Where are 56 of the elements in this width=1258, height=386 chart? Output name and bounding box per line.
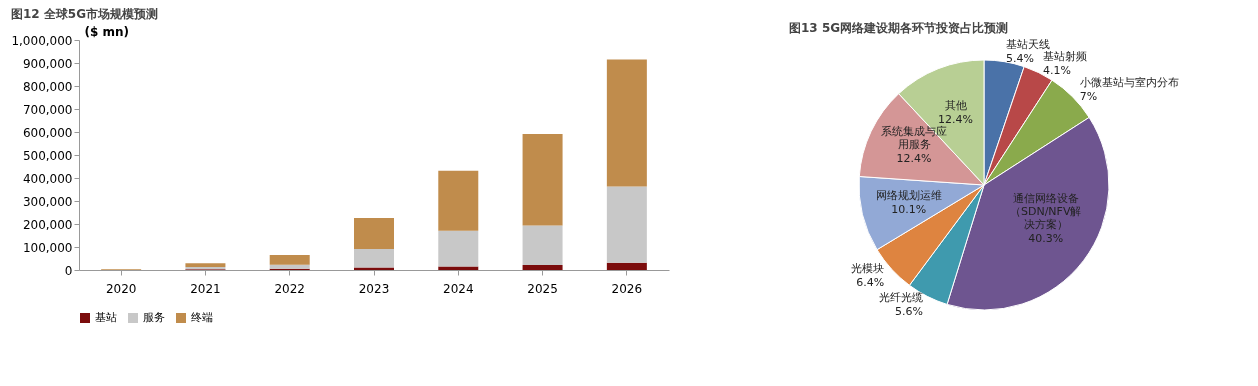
- y-tick-label: 900,000: [22, 56, 73, 71]
- y-tick-label: 500,000: [22, 148, 73, 163]
- data-label: 7%: [1079, 89, 1098, 103]
- legend-label: 基站: [95, 311, 117, 324]
- bar: [269, 264, 310, 269]
- legend-label: 服务: [143, 311, 165, 324]
- slice-label: 基站射频: [1042, 49, 1087, 63]
- bar: [269, 255, 310, 265]
- slice-label: 光模块: [851, 261, 885, 275]
- x-tick-label: 2023: [358, 281, 390, 296]
- chart-title: 图13 5G网络建设期各环节投资占比预测: [789, 20, 1009, 35]
- y-tick-label: 0: [64, 263, 73, 278]
- x-tick-label: 2021: [190, 281, 221, 296]
- bar: [606, 59, 647, 187]
- y-tick-label: 400,000: [22, 171, 73, 186]
- bar: [606, 262, 647, 270]
- x-tick-label: 2022: [274, 281, 305, 296]
- slice-label: 光纤光缆: [878, 291, 923, 305]
- legend-label: 终端: [191, 311, 213, 324]
- data-label: 5.6%: [894, 305, 923, 319]
- slice-label: 系统集成与应用服务: [881, 124, 948, 151]
- slice-label: 通信网络设备（SDN/NFV解决方案）: [1009, 191, 1082, 231]
- bar: [354, 249, 394, 268]
- data-label: 5.4%: [1005, 51, 1034, 65]
- y-tick-label: 700,000: [22, 102, 73, 117]
- y-tick-label: 800,000: [22, 79, 73, 94]
- slice-label: 小微基站与室内分布: [1079, 75, 1179, 89]
- slice-label: 其他: [944, 98, 967, 112]
- y-axis-title: ($ mn): [84, 24, 130, 39]
- y-tick-label: 300,000: [22, 194, 73, 209]
- slice-label: 基站天线: [1005, 37, 1050, 51]
- bar: [522, 134, 563, 226]
- bar: [438, 170, 479, 231]
- data-label: 10.1%: [891, 203, 927, 217]
- data-label: 12.4%: [938, 112, 974, 126]
- x-tick-label: 2025: [527, 281, 558, 296]
- bar: [606, 186, 647, 263]
- bar: [522, 264, 563, 270]
- bar: [185, 263, 226, 268]
- y-tick-label: 600,000: [22, 125, 73, 140]
- bar: [438, 230, 479, 267]
- bar: [354, 267, 394, 270]
- x-tick-label: 2024: [443, 281, 474, 296]
- chart-title: 图12 全球5G市场规模预测: [10, 7, 159, 21]
- data-label: 40.3%: [1028, 231, 1064, 245]
- bar: [522, 225, 563, 265]
- x-tick-label: 2020: [105, 281, 137, 296]
- slice-label: 网络规划运维: [875, 189, 942, 203]
- x-tick-label: 2026: [611, 281, 643, 296]
- y-tick-label: 100,000: [22, 240, 73, 255]
- data-label: 6.4%: [856, 275, 885, 289]
- data-label: 12.4%: [896, 151, 932, 165]
- y-tick-label: 1,000,000: [11, 33, 73, 48]
- data-label: 4.1%: [1042, 63, 1071, 77]
- y-tick-label: 200,000: [22, 217, 73, 232]
- bar: [354, 218, 394, 250]
